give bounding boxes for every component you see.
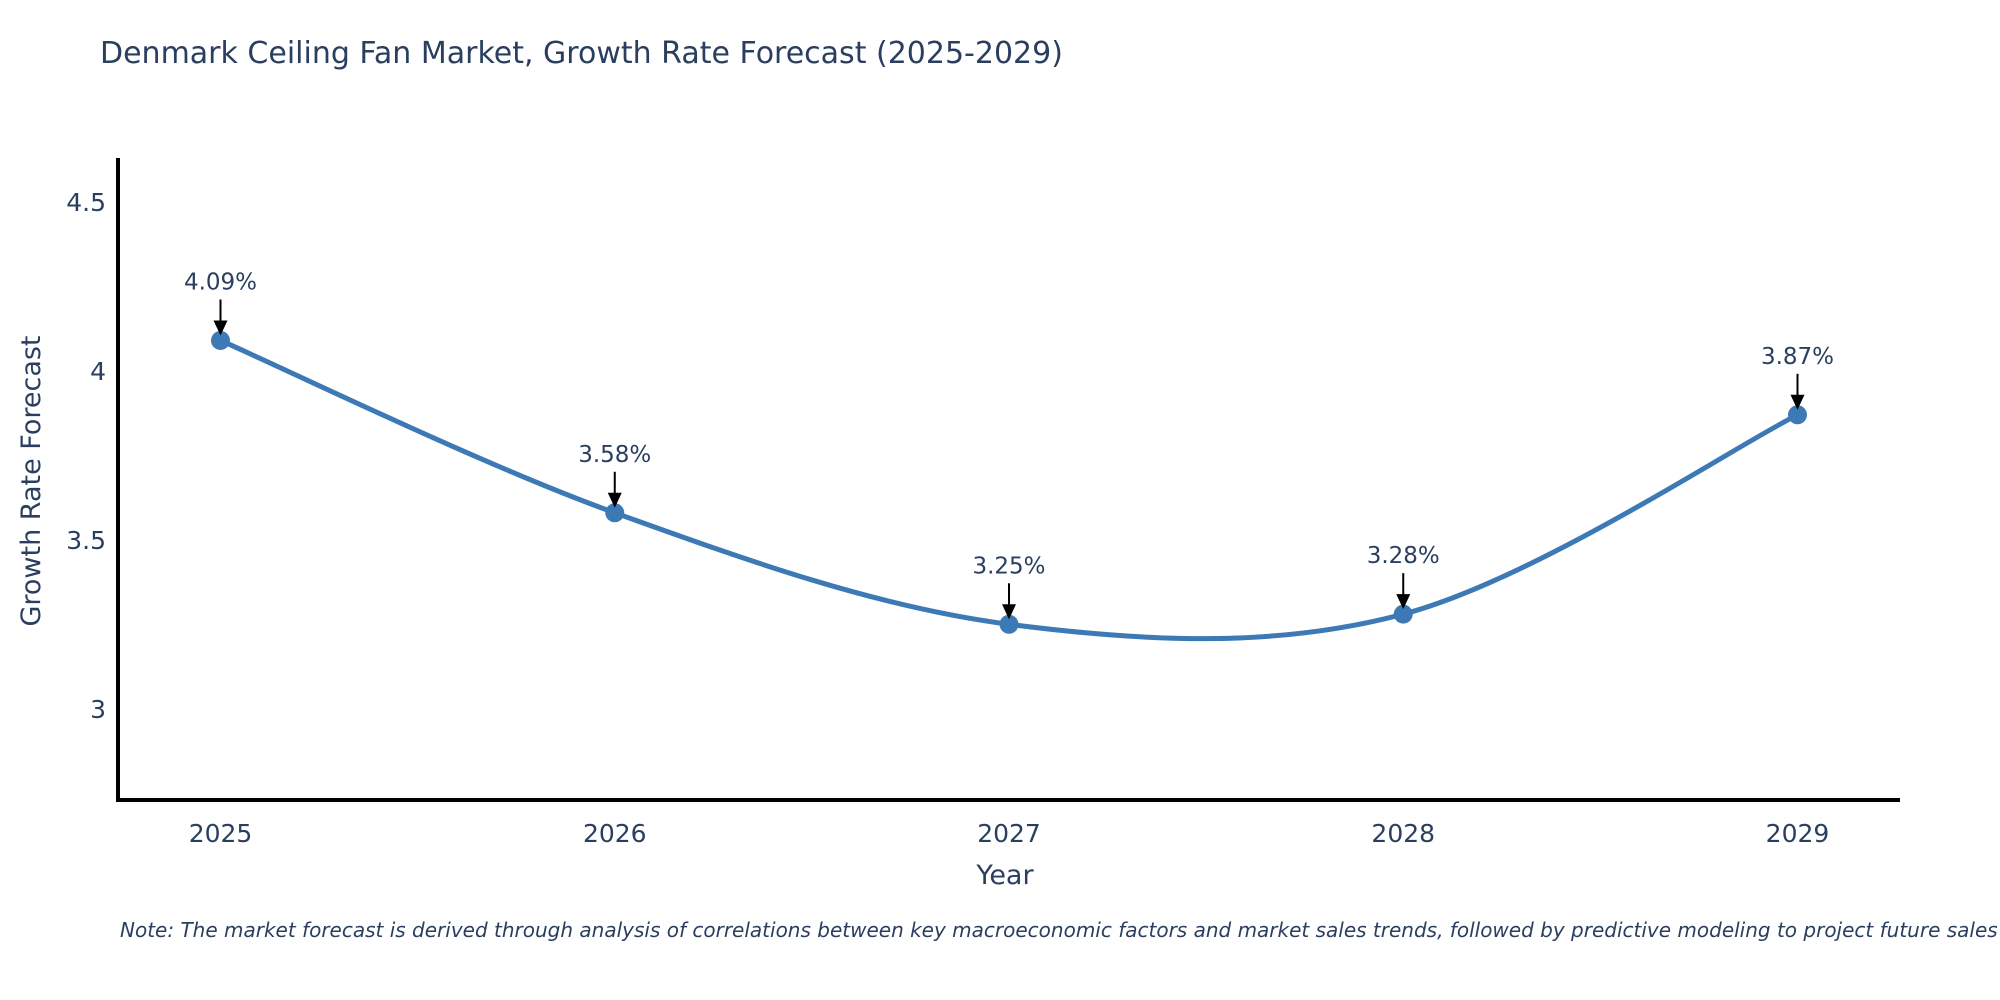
y-tick-label: 4 xyxy=(90,357,106,386)
x-tick-label: 2028 xyxy=(1371,819,1435,848)
annotation-arrowhead-icon xyxy=(1396,594,1411,610)
data-point-value-label: 4.09% xyxy=(184,269,257,295)
annotation-arrowhead-icon xyxy=(213,320,228,336)
data-point xyxy=(211,330,231,350)
x-tick-label: 2025 xyxy=(189,819,253,848)
data-point xyxy=(605,503,625,523)
chart-title: Denmark Ceiling Fan Market, Growth Rate … xyxy=(100,36,1063,71)
footnote: Note: The market forecast is derived thr… xyxy=(120,918,1998,942)
y-tick-label: 4.5 xyxy=(66,188,106,217)
data-point xyxy=(1787,405,1807,425)
data-point xyxy=(999,614,1019,634)
data-point-value-label: 3.58% xyxy=(578,442,651,468)
data-point xyxy=(1393,604,1413,624)
y-tick-label: 3 xyxy=(90,695,106,724)
data-point-value-label: 3.28% xyxy=(1367,543,1440,569)
x-tick-label: 2026 xyxy=(583,819,647,848)
x-tick-label: 2029 xyxy=(1766,819,1830,848)
annotation-arrowhead-icon xyxy=(607,492,622,508)
x-axis-title: Year xyxy=(976,860,1034,891)
x-tick-label: 2027 xyxy=(977,819,1041,848)
data-point-value-label: 3.25% xyxy=(972,553,1045,579)
data-point-value-label: 3.87% xyxy=(1761,344,1834,370)
annotation-arrowhead-icon xyxy=(1002,604,1016,620)
annotation-arrowhead-icon xyxy=(1790,394,1805,410)
y-axis-title: Growth Rate Forecast xyxy=(16,335,47,627)
y-tick-label: 3.5 xyxy=(66,526,106,555)
